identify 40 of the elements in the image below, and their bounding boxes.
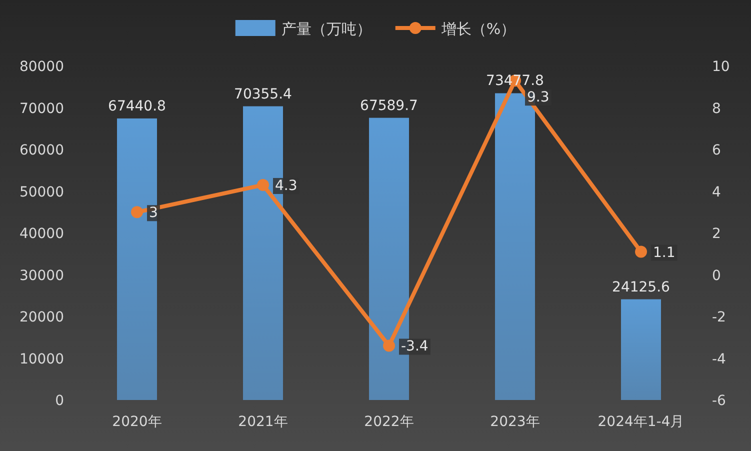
legend-label: 产量（万吨） (281, 20, 372, 38)
data-label: 67440.8 (108, 98, 166, 114)
x-tick-label: 2022年 (364, 414, 414, 430)
data-label: 24125.6 (612, 279, 670, 296)
y2-tick-label: 0 (712, 268, 721, 284)
y2-tick-label: -4 (712, 351, 726, 368)
y2-tick-label: -2 (712, 310, 726, 326)
data-label: 3 (149, 205, 158, 222)
data-label: 1.1 (653, 244, 676, 261)
x-tick-label: 2021年 (238, 414, 288, 430)
x-tick-label: 2023年 (490, 414, 540, 430)
y2-tick-label: -6 (712, 393, 726, 409)
legend-label: 增长（%） (440, 20, 516, 38)
point (131, 206, 143, 218)
point (257, 178, 269, 191)
data-label: 67589.7 (360, 98, 418, 114)
y2-tick-label: 4 (712, 184, 721, 200)
data-label: 70355.4 (234, 86, 292, 102)
bar (117, 118, 157, 400)
bar (621, 299, 661, 400)
y-tick-label: 50000 (19, 184, 64, 200)
data-label: 9.3 (527, 90, 550, 106)
y2-tick-label: 10 (712, 59, 730, 75)
y2-tick-label: 6 (712, 142, 721, 158)
y-tick-label: 80000 (19, 59, 64, 75)
y-tick-label: 70000 (19, 100, 64, 117)
y-tick-label: 40000 (19, 226, 64, 242)
y-tick-label: 30000 (19, 268, 64, 284)
y2-tick-label: 2 (712, 226, 721, 242)
x-tick-label: 2020年 (112, 414, 162, 430)
data-label: 4.3 (275, 178, 298, 194)
y-tick-label: 20000 (19, 310, 64, 326)
x-tick-label: 2024年1-4月 (598, 414, 684, 430)
y-tick-label: 60000 (19, 142, 64, 158)
data-label: -3.4 (401, 338, 428, 355)
y2-tick-label: 8 (712, 100, 721, 117)
point (635, 246, 647, 258)
y-tick-label: 10000 (19, 351, 64, 368)
y-tick-label: 0 (55, 393, 64, 409)
point (383, 340, 395, 352)
